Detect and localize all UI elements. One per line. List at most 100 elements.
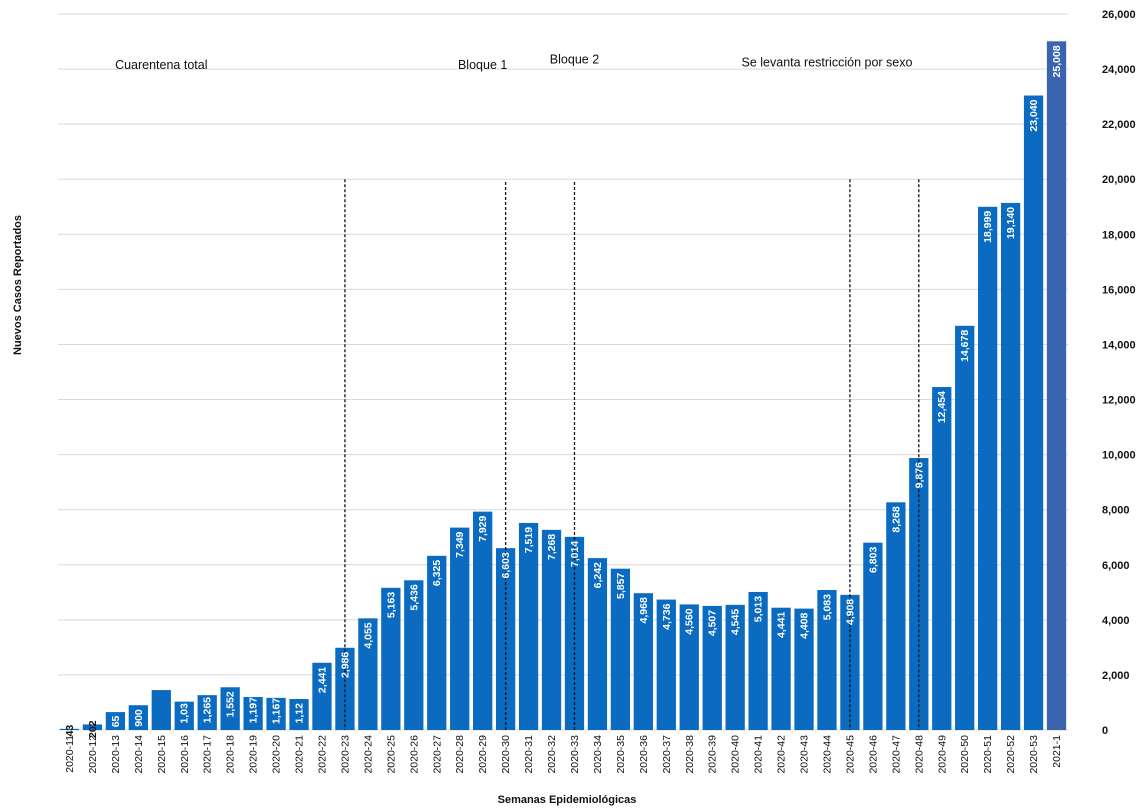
bar (59, 728, 80, 730)
bar (518, 522, 539, 730)
bar (955, 325, 975, 730)
y-tick-label: 20,000 (1102, 174, 1136, 186)
bar (1046, 41, 1067, 730)
bar (289, 699, 309, 730)
x-tick-label: 2020-37 (661, 735, 673, 774)
bar (748, 591, 768, 730)
data-label: 19,140 (1005, 207, 1017, 239)
x-tick-label: 2020-35 (615, 735, 627, 774)
data-label: 4,560 (684, 608, 696, 634)
y-tick-label: 8,000 (1102, 505, 1130, 517)
x-tick-label: 2020-25 (385, 735, 397, 774)
x-tick-label: 2020-52 (1005, 735, 1017, 774)
y-tick-label: 26,000 (1102, 9, 1136, 21)
bar (633, 593, 653, 730)
bar (840, 594, 860, 730)
bar (679, 604, 699, 730)
data-label: 2,441 (316, 667, 328, 693)
data-label: 4,908 (844, 599, 856, 625)
x-tick-label: 2020-47 (890, 735, 902, 774)
x-tick-label: 2020-44 (821, 735, 833, 774)
bar (105, 712, 126, 730)
data-label: 202 (87, 720, 99, 738)
data-label: 6,603 (500, 552, 512, 578)
bar (335, 647, 355, 730)
y-tick-label: 0 (1102, 725, 1108, 737)
x-tick-label: 2020-34 (592, 735, 604, 774)
bar (886, 502, 906, 730)
x-tick-label: 2020-16 (179, 735, 191, 774)
bar (174, 701, 194, 730)
x-tick-label: 2020-12 (87, 735, 99, 774)
data-label: 1,552 (225, 691, 237, 717)
bar (909, 458, 929, 730)
data-label: 6,325 (431, 560, 443, 586)
bar (863, 542, 883, 730)
x-tick-label: 2020-38 (684, 735, 696, 774)
y-tick-label: 12,000 (1102, 395, 1136, 407)
data-label: 5,163 (385, 592, 397, 618)
x-tick-label: 2020-51 (982, 735, 994, 774)
x-tick-label: 2020-42 (776, 735, 788, 774)
x-axis-title: Semanas Epidemiológicas (498, 794, 637, 806)
data-label: 4,736 (661, 603, 673, 629)
y-tick-label: 14,000 (1102, 339, 1136, 351)
data-labels: 43 202 65 900 1,03 1,265 1,552 1,197 1,167 1,12 2,… (64, 45, 1063, 738)
x-tick-label: 2020-15 (156, 735, 168, 774)
x-tick-label: 2020-23 (339, 735, 351, 774)
bar (243, 697, 263, 730)
x-tick-label: 2020-50 (959, 735, 971, 774)
data-label: 7,268 (546, 534, 558, 560)
data-label: 18,999 (982, 211, 994, 243)
bar (1000, 202, 1021, 731)
data-label: 5,013 (753, 596, 765, 622)
annotation-label: Se levanta restricción por sexo (742, 55, 913, 69)
bar (771, 607, 791, 730)
x-tick-label: 2020-49 (936, 735, 948, 774)
bar (450, 527, 470, 730)
data-label: 1,265 (202, 697, 214, 723)
x-tick-label: 2020-19 (248, 735, 260, 774)
x-tick-label: 2020-36 (638, 735, 650, 774)
grid-lines (58, 13, 1068, 731)
bar (817, 590, 837, 730)
x-tick-label: 2020-20 (271, 735, 283, 774)
data-label: 5,436 (408, 584, 420, 610)
y-axis-ticks: 0 2,000 4,000 6,000 8,000 10,000 12,000 14,000 1… (1102, 9, 1136, 737)
x-tick-label: 2020-45 (844, 735, 856, 774)
divider-lines (344, 179, 920, 730)
bar (381, 587, 401, 730)
data-label: 4,441 (776, 612, 788, 638)
annotation-label: Bloque 2 (550, 53, 599, 67)
bar (151, 690, 171, 730)
data-label: 1,167 (271, 698, 283, 724)
x-tick-label: 2020-11 (64, 735, 76, 773)
x-tick-label: 2020-27 (431, 735, 443, 774)
x-tick-label: 2020-31 (523, 735, 535, 774)
x-tick-label: 2020-48 (913, 735, 925, 774)
x-tick-label: 2020-32 (546, 735, 558, 774)
data-label: 4,408 (799, 612, 811, 638)
bar (656, 599, 676, 730)
bar (978, 206, 998, 731)
bar (1023, 95, 1044, 730)
annotations: Cuarentena total Bloque 1 Bloque 2 Se levan… (115, 53, 912, 73)
data-label: 7,014 (569, 541, 581, 567)
data-label: 5,083 (821, 594, 833, 620)
data-label: 1,03 (179, 703, 191, 724)
x-tick-label: 2020-29 (477, 735, 489, 774)
x-axis-ticks: 2020-11 2020-12 2020-13 2020-14 2020-15 2020-… (64, 735, 1063, 774)
x-tick-label: 2020-28 (454, 735, 466, 774)
data-label: 65 (110, 715, 122, 727)
x-tick-label: 2020-18 (225, 735, 237, 774)
x-tick-label: 2020-24 (362, 735, 374, 774)
data-label: 900 (133, 709, 145, 727)
bar (197, 695, 217, 730)
y-tick-label: 18,000 (1102, 229, 1136, 241)
data-label: 4,507 (707, 610, 719, 636)
data-label: 7,929 (477, 515, 489, 541)
x-tick-label: 2020-13 (110, 735, 122, 774)
bar (794, 608, 814, 730)
bar (220, 687, 240, 730)
bars (59, 41, 1067, 731)
